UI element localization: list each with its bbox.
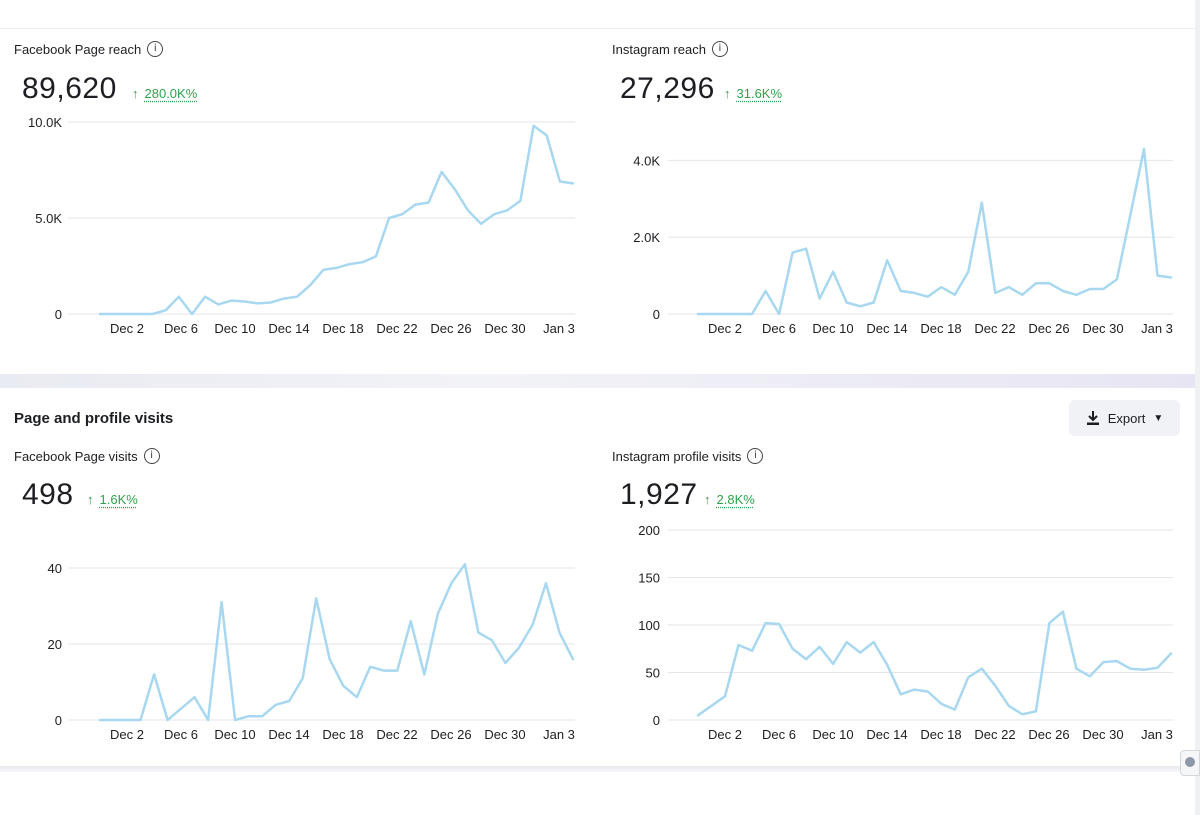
x-tick-label: Dec 26 (1028, 727, 1069, 742)
x-tick-label: Dec 22 (376, 321, 417, 336)
x-tick-label: Dec 6 (762, 727, 796, 742)
instagram-visits-title-text: Instagram profile visits (612, 448, 742, 464)
arrow-up-icon: ↑ (704, 492, 711, 507)
x-tick-label: Dec 6 (164, 727, 198, 742)
y-tick-label: 5.0K (35, 211, 62, 226)
x-tick-label: Dec 26 (430, 727, 471, 742)
facebook-visits-title-text: Facebook Page visits (14, 448, 138, 464)
instagram-visits-delta-value[interactable]: 2.8K% (716, 492, 755, 507)
x-tick-label: Dec 18 (920, 321, 961, 336)
x-tick-label: Dec 26 (430, 321, 471, 336)
x-tick-label: Dec 18 (322, 727, 363, 742)
x-tick-label: Dec 2 (708, 727, 742, 742)
instagram-reach-title: Instagram reach i (612, 41, 728, 57)
arrow-up-icon: ↑ (132, 86, 139, 101)
reach-panel (0, 28, 1195, 373)
x-tick-label: Dec 26 (1028, 321, 1069, 336)
facebook-reach-title-text: Facebook Page reach (14, 41, 142, 57)
export-button[interactable]: Export ▼ (1069, 400, 1180, 436)
y-tick-label: 0 (653, 713, 660, 728)
y-tick-label: 40 (48, 561, 62, 576)
y-tick-label: 200 (638, 523, 660, 538)
x-tick-label: Dec 14 (866, 727, 907, 742)
instagram-visits-title: Instagram profile visits i (612, 448, 764, 464)
instagram-reach-total: 27,296 (620, 72, 715, 105)
facebook-reach-delta-value[interactable]: 280.0K% (144, 86, 198, 101)
x-tick-label: Dec 30 (484, 727, 525, 742)
y-tick-label: 0 (653, 307, 660, 322)
series-line (98, 124, 575, 316)
instagram-reach-chart: 0 2.0K 4.0K Dec 2 Dec 6 Dec 10 Dec 14 Dec 18 Dec… (633, 147, 1173, 336)
instagram-reach-delta-value[interactable]: 31.6K% (736, 86, 783, 101)
x-tick-label: Dec 22 (376, 727, 417, 742)
caret-down-icon: ▼ (1153, 412, 1164, 424)
x-tick-label: Dec 22 (974, 727, 1015, 742)
x-tick-label: Dec 14 (866, 321, 907, 336)
instagram-visits-total: 1,927 (620, 478, 698, 511)
download-icon (1086, 411, 1099, 425)
series-line (98, 562, 575, 722)
facebook-visits-title: Facebook Page visits i (14, 448, 160, 464)
series-line (696, 610, 1173, 717)
x-tick-label: Dec 30 (1082, 727, 1123, 742)
section-divider (0, 374, 1195, 388)
y-tick-label: 100 (638, 618, 660, 633)
facebook-reach-total: 89,620 (22, 72, 117, 105)
y-tick-label: 150 (638, 571, 660, 586)
info-icon[interactable]: i (747, 448, 764, 464)
info-icon[interactable]: i (147, 41, 164, 57)
export-label: Export (1107, 410, 1146, 426)
arrow-up-icon: ↑ (87, 492, 94, 507)
facebook-visits-chart: 0 20 40 Dec 2 Dec 6 Dec 10 Dec 14 Dec 18 Dec 22 D… (48, 561, 575, 742)
x-tick-label: Jan 3 (543, 321, 575, 336)
y-tick-label: 20 (48, 637, 62, 652)
x-tick-label: Jan 3 (1141, 321, 1173, 336)
x-tick-label: Dec 6 (762, 321, 796, 336)
arrow-up-icon: ↑ (724, 86, 731, 101)
x-tick-label: Jan 3 (1141, 727, 1173, 742)
y-tick-label: 0 (55, 307, 62, 322)
info-icon[interactable]: i (711, 41, 728, 57)
x-tick-label: Dec 18 (920, 727, 961, 742)
facebook-visits-delta: ↑ 1.6K% (87, 492, 138, 507)
scrollbar[interactable] (1195, 0, 1200, 815)
x-tick-label: Dec 2 (708, 321, 742, 336)
x-tick-label: Dec 10 (812, 727, 853, 742)
x-tick-label: Dec 14 (268, 727, 309, 742)
y-tick-label: 2.0K (633, 230, 660, 245)
x-tick-label: Dec 10 (214, 321, 255, 336)
y-tick-label: 4.0K (633, 153, 660, 168)
x-tick-label: Dec 10 (812, 321, 853, 336)
help-button[interactable] (1180, 750, 1200, 776)
x-tick-label: Dec 30 (1082, 321, 1123, 336)
y-tick-label: 50 (646, 666, 660, 681)
info-icon[interactable]: i (143, 448, 160, 464)
instagram-reach-title-text: Instagram reach (612, 41, 706, 57)
panel-shadow (0, 766, 1195, 772)
x-tick-label: Dec 6 (164, 321, 198, 336)
series-line (696, 147, 1173, 316)
facebook-reach-delta: ↑ 280.0K% (132, 86, 197, 101)
x-tick-label: Dec 10 (214, 727, 255, 742)
y-tick-label: 0 (55, 713, 62, 728)
instagram-visits-chart: 0 50 100 150 200 Dec 2 Dec 6 Dec 10 Dec 14 Dec 18… (638, 523, 1173, 742)
instagram-visits-delta: ↑ 2.8K% (704, 492, 755, 507)
facebook-visits-delta-value[interactable]: 1.6K% (99, 492, 138, 507)
facebook-reach-title: Facebook Page reach i (14, 41, 164, 57)
x-tick-label: Dec 2 (110, 727, 144, 742)
help-icon (1185, 757, 1195, 767)
instagram-reach-delta: ↑ 31.6K% (724, 86, 782, 101)
x-tick-label: Dec 2 (110, 321, 144, 336)
x-tick-label: Jan 3 (543, 727, 575, 742)
section-title: Page and profile visits (14, 410, 174, 427)
x-tick-label: Dec 14 (268, 321, 309, 336)
facebook-reach-chart: 0 5.0K 10.0K Dec 2 Dec 6 Dec 10 Dec 14 Dec 18 De… (28, 115, 575, 336)
facebook-visits-total: 498 (22, 478, 74, 511)
y-tick-label: 10.0K (28, 115, 62, 130)
x-tick-label: Dec 30 (484, 321, 525, 336)
x-tick-label: Dec 22 (974, 321, 1015, 336)
x-tick-label: Dec 18 (322, 321, 363, 336)
